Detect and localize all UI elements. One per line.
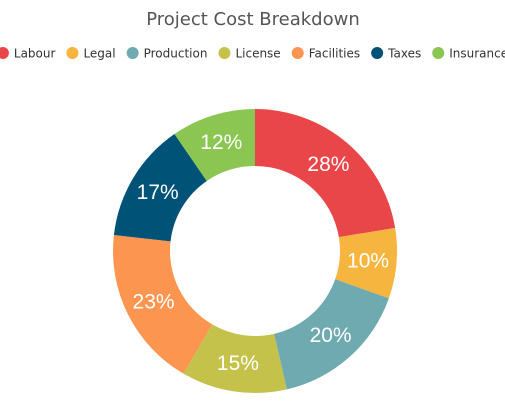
legend-label: Facilities xyxy=(309,47,360,61)
slice-label: 17% xyxy=(137,181,179,204)
legend-marker xyxy=(291,47,304,59)
slice xyxy=(274,279,389,390)
slice xyxy=(183,324,287,393)
legend-marker xyxy=(66,47,79,59)
slice-label: 23% xyxy=(133,290,175,313)
slice-label: 12% xyxy=(200,131,242,154)
legend-label: License xyxy=(235,47,280,61)
slice-label: 10% xyxy=(347,250,389,273)
legend-marker xyxy=(371,47,384,59)
legend-label: Legal xyxy=(83,47,115,61)
legend-label: Production xyxy=(144,47,208,61)
legend-label: Insurance xyxy=(449,47,505,61)
slice xyxy=(255,109,396,238)
slice xyxy=(113,134,207,242)
slice-label: 15% xyxy=(217,352,259,375)
chart-title: Project Cost Breakdown xyxy=(146,9,360,30)
slice xyxy=(113,234,213,374)
slice-label: 20% xyxy=(310,324,352,347)
legend-marker xyxy=(218,47,231,59)
legend-marker xyxy=(0,47,9,59)
slice-label: 28% xyxy=(307,153,349,176)
legend-marker xyxy=(432,47,445,59)
legend-label: Taxes xyxy=(387,47,421,61)
slice xyxy=(174,109,255,181)
legend-label: Labour xyxy=(14,47,56,61)
slice xyxy=(335,227,397,299)
legend-marker xyxy=(126,47,139,59)
